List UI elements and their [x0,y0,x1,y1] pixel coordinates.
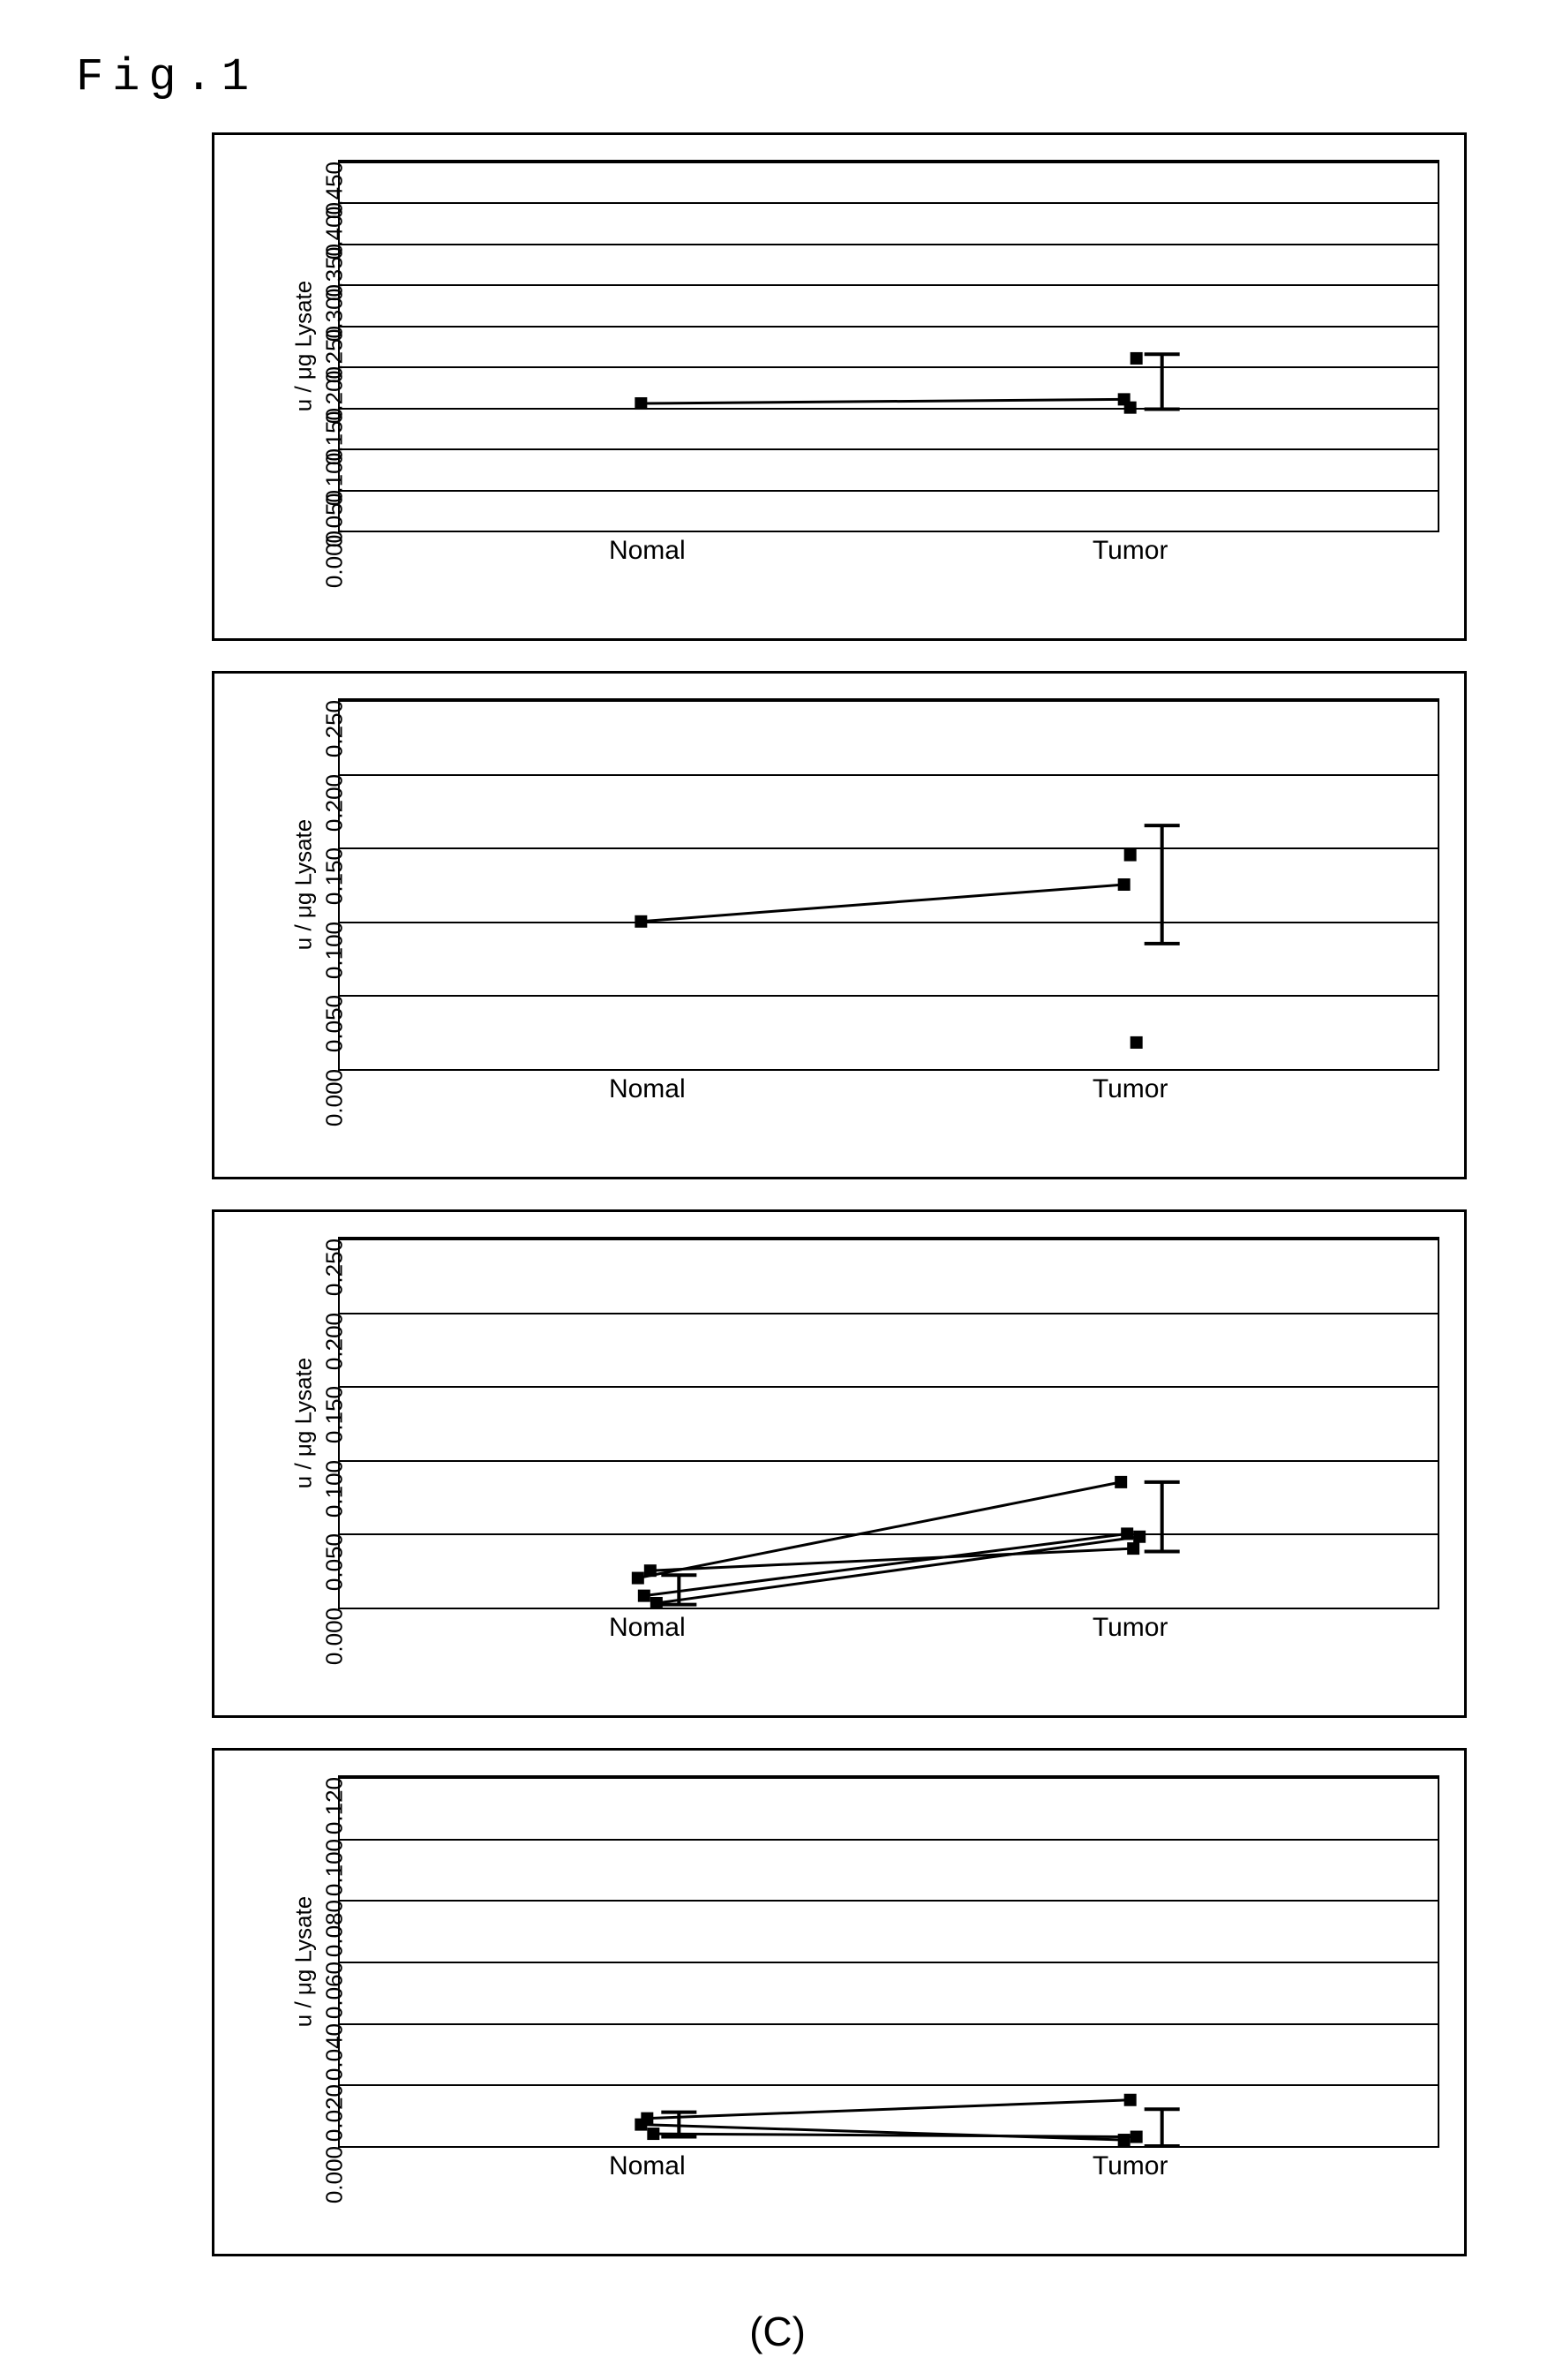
y-axis-label: u / μg Lysate [290,819,318,950]
x-category-tumor: Tumor [1093,1074,1168,1104]
chart-overlay [340,700,1438,1069]
x-category-tumor: Tumor [1093,2151,1168,2181]
x-category-normal: Nomal [609,1613,686,1643]
chart-overlay [340,1239,1438,1608]
x-category-normal: Nomal [609,1074,686,1104]
plot-area: 0.0000.0500.1000.1500.2000.250u / μg Lys… [338,1237,1439,1609]
chart-line [638,1482,1121,1578]
chart-panel: CDK60.0000.0500.1000.1500.2000.2500.3000… [212,132,1467,641]
data-marker [1124,402,1137,414]
chart-line [647,2100,1130,2119]
panel-stack: CDK60.0000.0500.1000.1500.2000.2500.3000… [212,132,1467,2256]
data-marker [1127,1542,1139,1555]
chart-panel: CDK10.0000.0200.0400.0600.0800.1000.120u… [212,1748,1467,2256]
chart-overlay [340,162,1438,531]
y-axis-label: u / μg Lysate [290,281,318,411]
x-category-tumor: Tumor [1093,1613,1168,1643]
subfigure-label: (C) [749,2308,806,2355]
data-marker [1133,1531,1146,1543]
x-category-normal: Nomal [609,536,686,566]
data-marker [1115,1476,1127,1488]
data-marker [1131,1036,1143,1049]
y-axis-label: u / μg Lysate [290,1896,318,2027]
figure-label: Fig.1 [76,51,258,103]
chart-line [641,399,1123,403]
x-category-tumor: Tumor [1093,536,1168,566]
chart-panel: CDK20.0000.0500.1000.1500.2000.250u / μg… [212,1209,1467,1718]
ytick-label: 0.000 [321,1608,349,1665]
chart-line [650,1548,1133,1570]
chart-line [657,1537,1139,1603]
x-category-normal: Nomal [609,2151,686,2181]
page: Fig.1 CDK60.0000.0500.1000.1500.2000.250… [0,0,1555,2380]
chart-line [641,885,1123,922]
data-marker [1118,878,1131,891]
ytick-label: 0.000 [321,1069,349,1126]
data-marker [1124,849,1137,862]
chart-line [644,1533,1127,1595]
chart-line [653,2134,1136,2136]
data-marker [1124,2094,1137,2106]
chart-overlay [340,1777,1438,2146]
chart-panel: CDK40.0000.0500.1000.1500.2000.250u / μg… [212,671,1467,1179]
data-marker [1131,352,1143,365]
y-axis-label: u / μg Lysate [290,1358,318,1488]
data-marker [1131,2131,1143,2143]
ytick-label: 0.000 [321,2146,349,2203]
plot-area: 0.0000.0200.0400.0600.0800.1000.120u / μ… [338,1775,1439,2148]
plot-area: 0.0000.0500.1000.1500.2000.2500.3000.350… [338,160,1439,532]
plot-area: 0.0000.0500.1000.1500.2000.250u / μg Lys… [338,698,1439,1071]
